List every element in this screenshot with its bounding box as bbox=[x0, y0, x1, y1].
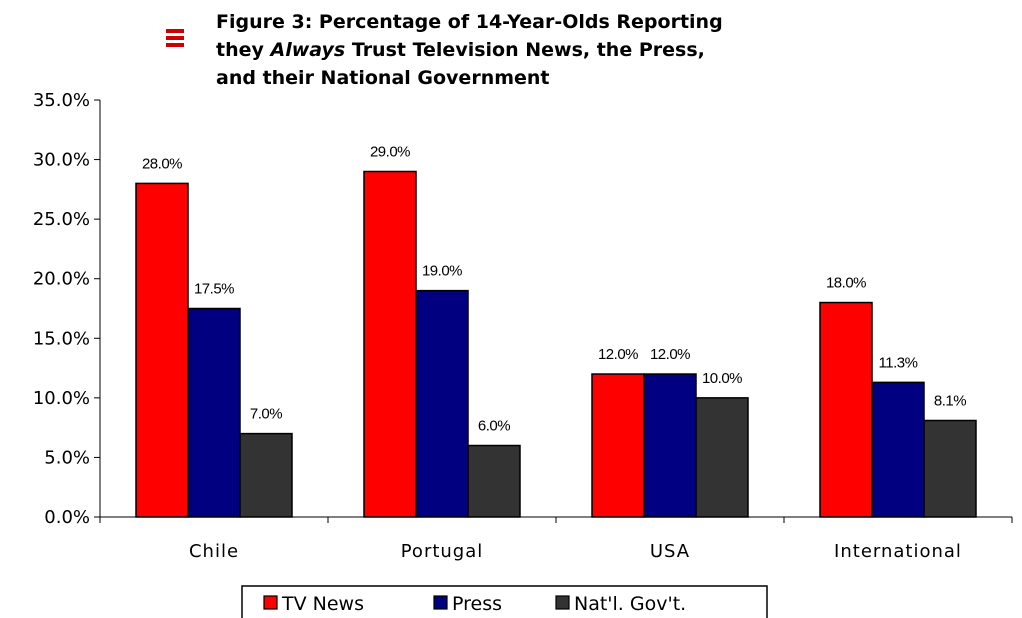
bar bbox=[923, 419, 977, 518]
data-label: 29.0% bbox=[370, 143, 410, 160]
legend-label: Press bbox=[452, 593, 502, 615]
data-label: 12.0% bbox=[598, 346, 638, 363]
data-label: 11.3% bbox=[879, 354, 918, 371]
data-label: 19.0% bbox=[422, 263, 462, 280]
legend-label: TV News bbox=[281, 593, 364, 615]
title-marker-icon bbox=[166, 29, 184, 47]
y-tick-label: 15.0% bbox=[33, 328, 90, 349]
data-label: 6.0% bbox=[478, 418, 510, 435]
legend-label: Nat'l. Gov't. bbox=[574, 593, 686, 615]
bar bbox=[819, 301, 873, 518]
legend: TV News Press Nat'l. Gov't. bbox=[241, 585, 768, 618]
axes: 0.0% 5.0% 10.0% 15.0% 20.0% 25.0% 30.0% 35.0% Ch… bbox=[33, 90, 1013, 562]
legend-swatch bbox=[263, 595, 278, 610]
data-label: 8.1% bbox=[934, 392, 966, 409]
legend-swatch bbox=[555, 595, 570, 610]
y-tick-label: 25.0% bbox=[33, 209, 90, 230]
legend-swatch bbox=[433, 595, 448, 610]
bars: 28.0% 29.0% 12.0% 18.0% 17.5% 19.0% 12.0% 11.3%… bbox=[135, 143, 977, 518]
title-line: and their National Government bbox=[216, 67, 550, 89]
bar bbox=[695, 397, 749, 518]
data-label: 10.0% bbox=[702, 370, 742, 387]
bar bbox=[363, 170, 417, 518]
bar bbox=[871, 381, 925, 518]
y-tick-label: 35.0% bbox=[33, 90, 90, 111]
chart-title: Figure 3: Percentage of 14-Year-Olds Rep… bbox=[216, 11, 723, 89]
bar bbox=[187, 307, 241, 518]
bar bbox=[467, 444, 521, 518]
data-label: 28.0% bbox=[142, 155, 182, 172]
y-tick-label: 30.0% bbox=[33, 150, 90, 171]
data-label: 17.5% bbox=[194, 281, 234, 298]
data-label: 7.0% bbox=[250, 406, 282, 423]
data-label: 12.0% bbox=[650, 346, 690, 363]
category-label: USA bbox=[650, 541, 690, 562]
category-label: Chile bbox=[189, 541, 239, 562]
bar bbox=[135, 182, 189, 518]
bar bbox=[591, 373, 645, 518]
bar bbox=[415, 289, 469, 518]
bar bbox=[239, 432, 293, 518]
title-line: Figure 3: Percentage of 14-Year-Olds Rep… bbox=[216, 11, 723, 33]
bar bbox=[643, 373, 697, 518]
y-tick-label: 10.0% bbox=[33, 388, 90, 409]
title-line: they Always Trust Television News, the P… bbox=[216, 39, 705, 61]
y-tick-label: 0.0% bbox=[44, 507, 90, 528]
category-label: International bbox=[834, 541, 962, 562]
y-tick-label: 5.0% bbox=[44, 447, 90, 468]
y-tick-label: 20.0% bbox=[33, 269, 90, 290]
legend-box bbox=[241, 585, 768, 618]
category-label: Portugal bbox=[401, 541, 484, 562]
data-label: 18.0% bbox=[826, 275, 866, 292]
